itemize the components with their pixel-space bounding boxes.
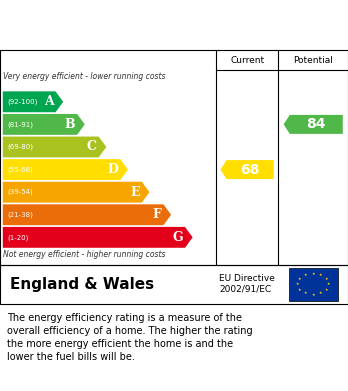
Polygon shape [3, 182, 150, 203]
Text: G: G [173, 231, 183, 244]
Text: 84: 84 [307, 117, 326, 131]
Text: ★: ★ [319, 291, 323, 295]
Text: The energy efficiency rating is a measure of the
overall efficiency of a home. T: The energy efficiency rating is a measur… [7, 312, 253, 362]
Text: (92-100): (92-100) [7, 99, 37, 105]
Polygon shape [3, 136, 106, 158]
Text: B: B [65, 118, 76, 131]
Text: Current: Current [230, 56, 264, 65]
Text: (1-20): (1-20) [7, 234, 28, 240]
Text: ★: ★ [304, 273, 307, 277]
Text: ★: ★ [325, 287, 329, 292]
Bar [289, 268, 338, 301]
Text: ★: ★ [296, 282, 299, 286]
Text: England & Wales: England & Wales [10, 277, 155, 292]
Text: (81-91): (81-91) [7, 121, 33, 127]
Text: (55-68): (55-68) [7, 166, 33, 173]
Polygon shape [3, 227, 193, 248]
Text: A: A [44, 95, 54, 108]
Text: ★: ★ [311, 272, 315, 276]
Polygon shape [3, 91, 63, 112]
Text: (69-80): (69-80) [7, 144, 33, 150]
Text: C: C [87, 140, 97, 154]
Polygon shape [3, 114, 85, 135]
Text: ★: ★ [298, 277, 301, 281]
Text: ★: ★ [327, 282, 331, 286]
Text: Energy Efficiency Rating: Energy Efficiency Rating [14, 25, 224, 40]
Text: ★: ★ [298, 287, 301, 292]
Text: F: F [153, 208, 162, 221]
Text: ★: ★ [319, 273, 323, 277]
Text: 68: 68 [240, 163, 260, 177]
Text: EU Directive
2002/91/EC: EU Directive 2002/91/EC [219, 274, 275, 293]
Text: ★: ★ [325, 277, 329, 281]
Polygon shape [221, 160, 274, 179]
Text: E: E [130, 186, 140, 199]
Text: ★: ★ [311, 293, 315, 297]
Text: (39-54): (39-54) [7, 189, 33, 196]
Text: D: D [108, 163, 119, 176]
Text: Very energy efficient - lower running costs: Very energy efficient - lower running co… [3, 72, 166, 81]
Text: Potential: Potential [293, 56, 333, 65]
Text: ★: ★ [304, 291, 307, 295]
Polygon shape [284, 115, 343, 134]
Text: (21-38): (21-38) [7, 212, 33, 218]
Polygon shape [3, 204, 171, 225]
Text: Not energy efficient - higher running costs: Not energy efficient - higher running co… [3, 250, 166, 259]
Polygon shape [3, 159, 128, 180]
